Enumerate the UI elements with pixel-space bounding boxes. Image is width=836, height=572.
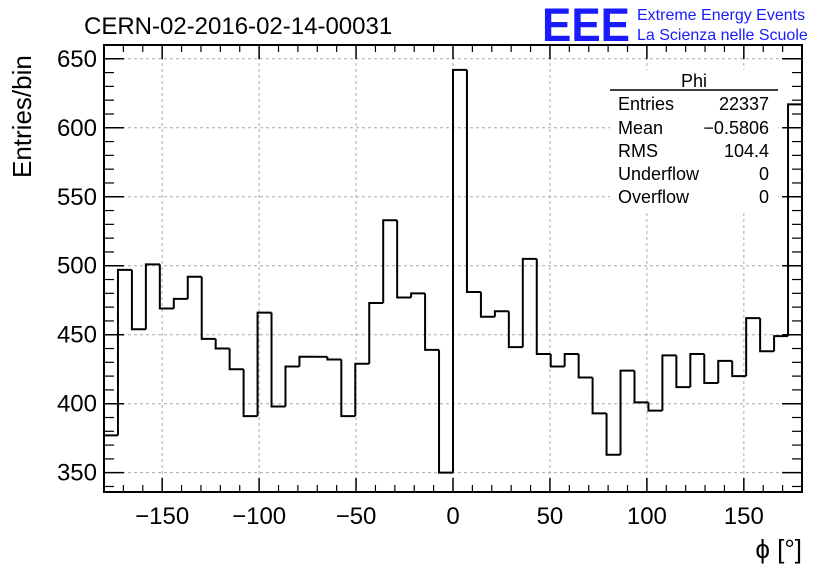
histogram-bin <box>535 258 551 356</box>
histogram-bin <box>717 359 733 384</box>
x-tick-label: 150 <box>724 503 764 530</box>
x-tick-label: −100 <box>232 503 286 530</box>
histogram-bin <box>340 359 356 418</box>
histogram-bin <box>549 354 565 368</box>
histogram-bin <box>172 297 188 309</box>
histogram-bin <box>368 301 384 364</box>
stats-box: Phi Entries 22337 Mean −0.5806 RMS 104.4… <box>610 70 778 210</box>
histogram-bin <box>256 311 272 417</box>
histogram-bin <box>507 311 523 349</box>
histogram-bin <box>493 310 509 317</box>
stats-value-overflow: 0 <box>759 187 769 207</box>
histogram-bin <box>452 68 467 473</box>
histogram-bin <box>438 349 453 474</box>
stats-value-entries: 22337 <box>719 94 769 114</box>
stats-label-mean: Mean <box>618 118 663 138</box>
histogram-bin <box>731 360 747 378</box>
histogram-bin <box>200 276 216 340</box>
x-tick-label: 50 <box>537 503 564 530</box>
histogram-bin <box>619 369 635 455</box>
histogram-bin <box>745 317 761 377</box>
stats-box-background <box>610 70 778 210</box>
histogram-bin <box>675 355 691 389</box>
logo-mark: EEE <box>542 0 630 51</box>
histogram-bin <box>647 402 663 412</box>
y-tick-label: 600 <box>57 115 97 142</box>
histogram-bin <box>689 353 705 388</box>
histogram-bin <box>144 263 160 330</box>
histogram-bin <box>563 353 579 367</box>
y-tick-label: 350 <box>57 460 97 487</box>
histogram-bin <box>228 348 244 371</box>
eee-logo: EEE Extreme Energy Events La Scienza nel… <box>542 0 808 51</box>
y-tick-label: 500 <box>57 253 97 280</box>
stats-title: Phi <box>681 71 707 91</box>
histogram-bin <box>270 312 286 408</box>
histogram-bin <box>284 365 300 407</box>
histogram-series <box>103 68 803 492</box>
histogram-bin <box>661 354 677 411</box>
histogram-bin <box>242 369 258 418</box>
histogram-bin <box>703 354 719 385</box>
x-tick-label: 100 <box>627 503 667 530</box>
stats-label-rms: RMS <box>618 141 658 161</box>
logo-line1: Extreme Energy Events <box>637 7 805 24</box>
histogram-bin <box>382 219 398 303</box>
axis-ticks <box>104 44 802 492</box>
chart-title: CERN-02-2016-02-14-00031 <box>84 13 392 40</box>
stats-value-mean: −0.5806 <box>703 118 769 138</box>
histogram-bin <box>130 269 146 331</box>
x-tick-label: −50 <box>336 503 377 530</box>
histogram-bin <box>103 434 118 492</box>
histogram-bin <box>396 220 412 299</box>
histogram-bin <box>465 69 481 293</box>
histogram-bin <box>298 355 314 367</box>
stats-label-overflow: Overflow <box>618 187 690 207</box>
histogram-bin <box>479 291 495 318</box>
y-tick-label: 400 <box>57 391 97 418</box>
y-tick-label: 450 <box>57 322 97 349</box>
histogram-bin <box>158 264 174 310</box>
histogram-bin <box>116 268 132 436</box>
y-tick-label: 650 <box>57 46 97 73</box>
histogram-bin <box>773 335 789 352</box>
stats-label-underflow: Underflow <box>618 164 700 184</box>
x-tick-label: −150 <box>135 503 189 530</box>
stats-value-underflow: 0 <box>759 164 769 184</box>
y-axis-label: Entries/bin <box>7 55 37 178</box>
stats-value-rms: 104.4 <box>724 141 769 161</box>
histogram-bin <box>605 413 621 456</box>
histogram-bin <box>577 354 593 379</box>
histogram-bin <box>326 356 342 361</box>
y-tick-label: 550 <box>57 184 97 211</box>
histogram-bin <box>787 103 803 492</box>
histogram-bin <box>186 275 202 299</box>
logo-line2: La Scienza nelle Scuole <box>637 27 808 44</box>
tick-labels: −150 −100 −50 0 50 100 150 350 400 450 500 550 600 65… <box>57 46 764 530</box>
x-tick-label: 0 <box>446 503 459 530</box>
x-axis-label: ϕ [°] <box>755 534 802 564</box>
histogram-bin <box>759 318 775 353</box>
stats-label-entries: Entries <box>618 94 674 114</box>
histogram-bin <box>521 257 537 348</box>
histogram-bin <box>214 338 230 350</box>
histogram-bin <box>424 293 440 351</box>
histogram-bin <box>591 377 607 415</box>
histogram-bin <box>354 362 370 417</box>
histogram-bin <box>633 370 649 404</box>
histogram-bin <box>410 292 426 298</box>
